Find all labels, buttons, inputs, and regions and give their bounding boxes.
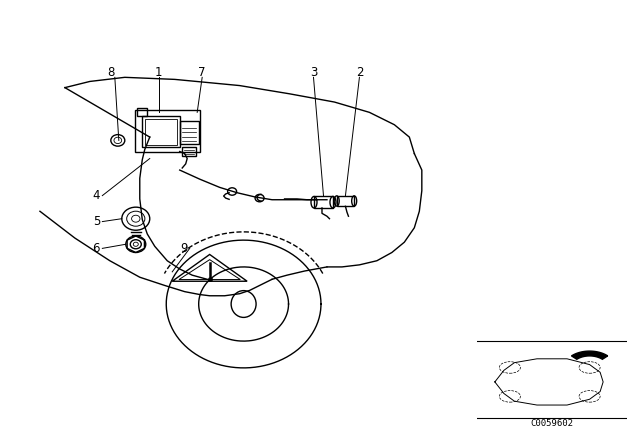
Text: 4: 4	[93, 189, 100, 202]
Bar	[145, 119, 177, 145]
Text: 3: 3	[310, 66, 317, 79]
Text: 1: 1	[155, 66, 163, 79]
Bar	[182, 147, 196, 156]
Bar	[337, 196, 354, 206]
Text: 2: 2	[356, 66, 363, 79]
Polygon shape	[572, 351, 607, 359]
Bar	[180, 121, 198, 144]
Bar	[135, 110, 200, 151]
Bar	[314, 196, 333, 208]
Text: C0059602: C0059602	[531, 419, 573, 428]
Text: 9: 9	[180, 242, 188, 255]
Text: 7: 7	[198, 66, 206, 79]
Bar	[138, 108, 147, 116]
Text: 8: 8	[107, 66, 115, 79]
Text: 6: 6	[93, 242, 100, 255]
Text: 5: 5	[93, 215, 100, 228]
Bar	[142, 116, 180, 147]
